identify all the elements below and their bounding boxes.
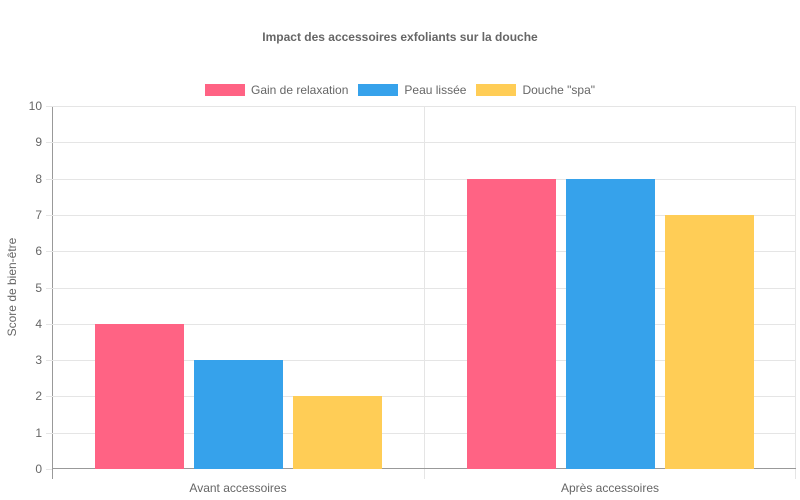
legend-label: Gain de relaxation — [250, 83, 349, 97]
y-tick-mark — [46, 432, 52, 434]
y-tick-label: 0 — [35, 462, 42, 476]
legend-label: Peau lissée — [404, 83, 467, 97]
bar[interactable] — [94, 323, 184, 469]
y-tick-mark — [46, 106, 52, 107]
gridline — [52, 106, 796, 107]
legend-item-relaxation[interactable]: Gain de relaxation — [204, 83, 349, 97]
legend-swatch — [358, 84, 399, 96]
legend-item-spa[interactable]: Douche "spa" — [476, 83, 595, 97]
y-tick-label: 2 — [35, 389, 42, 404]
y-tick-mark — [46, 214, 52, 216]
x-axis — [52, 468, 796, 469]
y-tick-label: 10 — [28, 99, 42, 113]
y-tick-label: 9 — [35, 135, 42, 150]
y-axis — [52, 106, 53, 479]
plot-area: Avant accessoires Après accessoires 0 1 2 3… — [29, 99, 796, 495]
bar[interactable] — [664, 214, 754, 469]
y-tick-mark — [46, 469, 52, 470]
gridline — [52, 360, 796, 362]
category-divider — [424, 106, 425, 479]
bar[interactable] — [466, 178, 556, 469]
bar[interactable] — [565, 178, 655, 469]
x-tick-label: Avant accessoires — [189, 481, 287, 495]
y-tick-label: 1 — [35, 425, 42, 440]
bar[interactable] — [292, 396, 382, 469]
gridline — [52, 142, 796, 144]
y-tick-mark — [46, 323, 52, 325]
legend-swatch — [476, 84, 517, 96]
gridline — [52, 178, 796, 180]
gridline — [52, 323, 796, 325]
y-tick-label: 8 — [35, 171, 42, 186]
gridline — [52, 432, 796, 434]
legend: Gain de relaxation Peau lissée Douche "s… — [0, 83, 800, 97]
y-tick-label: 4 — [35, 316, 42, 331]
y-tick-label: 6 — [35, 244, 42, 259]
chart-title: Impact des accessoires exfoliants sur la… — [262, 30, 538, 44]
legend-swatch — [204, 84, 245, 96]
y-tick-mark — [46, 360, 52, 362]
x-tick-label: Après accessoires — [560, 481, 660, 495]
gridline — [52, 287, 796, 289]
gridline — [52, 214, 796, 216]
y-tick-mark — [46, 287, 52, 289]
gridline — [52, 396, 796, 398]
legend-label: Douche "spa" — [522, 83, 595, 97]
category-divider — [795, 106, 796, 479]
y-tick-mark — [46, 178, 52, 180]
y-tick-label: 3 — [35, 353, 42, 368]
gridline — [52, 251, 796, 253]
y-tick-mark — [46, 251, 52, 253]
y-tick-mark — [46, 142, 52, 144]
y-tick-label: 5 — [35, 280, 42, 295]
legend-item-peau[interactable]: Peau lissée — [358, 83, 466, 97]
y-tick-mark — [46, 396, 52, 398]
y-tick-label: 7 — [35, 207, 42, 222]
bar[interactable] — [193, 360, 283, 469]
